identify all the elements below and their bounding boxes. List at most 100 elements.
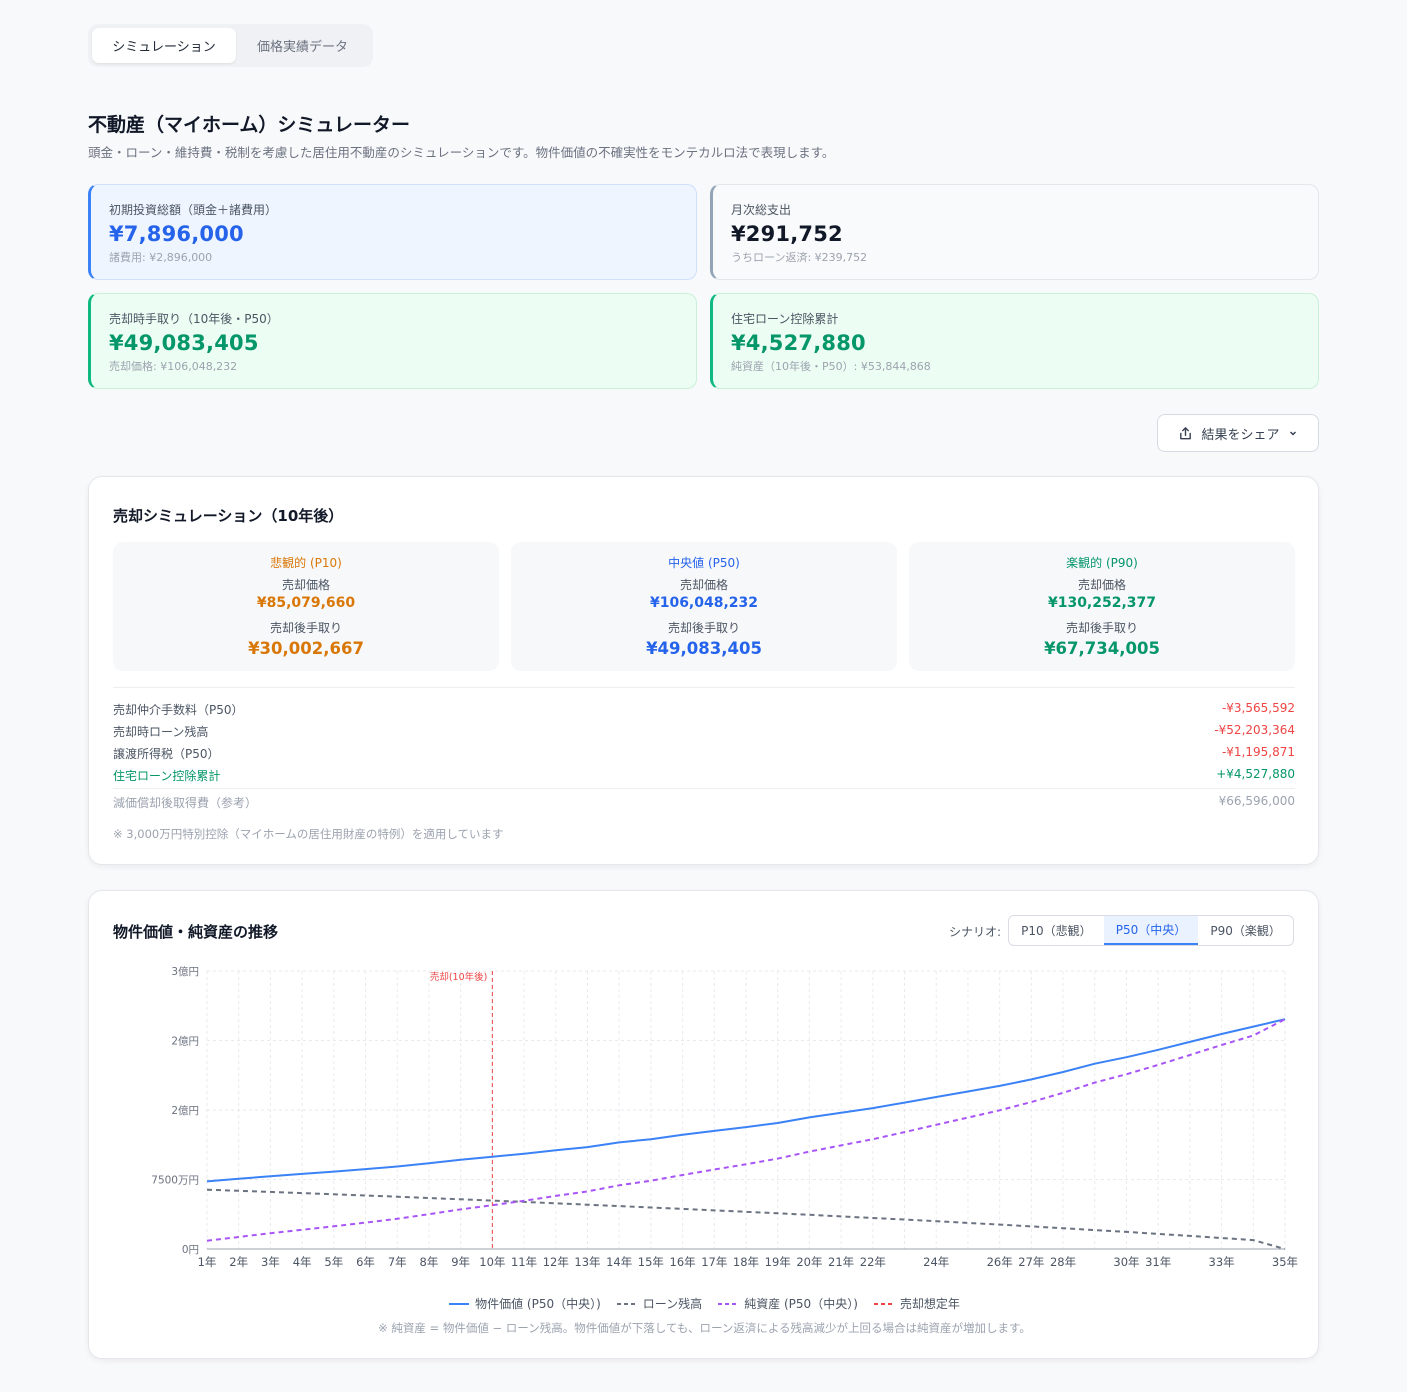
- x-tick-label: 12年: [543, 1255, 569, 1269]
- scenario-selector-label: シナリオ:: [949, 925, 1002, 939]
- main-tabs: シミュレーション 価格実績データ: [88, 24, 373, 67]
- scenario-name: 悲観的 (P10): [270, 556, 342, 570]
- card-sub: うちローン返済: ¥239,752: [731, 251, 868, 264]
- breakdown-label: 譲渡所得税（P50）: [113, 747, 220, 761]
- page-title: 不動産（マイホーム）シミュレーター: [88, 114, 411, 136]
- breakdown-label: 売却時ローン残高: [113, 725, 209, 739]
- breakdown-value: -¥52,203,364: [1214, 723, 1295, 737]
- x-tick-label: 4年: [293, 1255, 312, 1269]
- chevron-down-icon: [1289, 431, 1296, 436]
- tab-price-data[interactable]: 価格実績データ: [256, 40, 348, 55]
- x-tick-label: 19年: [765, 1255, 791, 1269]
- series-net-worth: [206, 1018, 1286, 1242]
- x-tick-label: 10年: [479, 1255, 505, 1269]
- divider: [113, 788, 1295, 789]
- scenario-net: ¥30,002,667: [248, 639, 364, 658]
- chart-legend: 物件価値 (P50（中央）) ローン残高 純資産 (P50（中央）) 売却想定年: [89, 1295, 1320, 1312]
- breakdown-label: 住宅ローン控除累計: [113, 769, 221, 783]
- x-tick-label: 21年: [828, 1255, 854, 1269]
- scenario-option-p50[interactable]: P50（中央）: [1103, 916, 1199, 945]
- legend-item-loan-balance: ローン残高: [616, 1295, 703, 1312]
- x-tick-label: 6年: [356, 1255, 375, 1269]
- x-tick-label: 22年: [860, 1255, 886, 1269]
- x-tick-label: 16年: [670, 1255, 696, 1269]
- card-label: 月次総支出: [731, 203, 792, 217]
- y-tick-label: 2億円: [171, 1104, 199, 1117]
- card-value: ¥4,527,880: [731, 331, 866, 355]
- sale-note: ※ 3,000万円特別控除（マイホームの居住用財産の特例）を適用しています: [113, 827, 504, 841]
- breakdown-value: +¥4,527,880: [1216, 767, 1295, 781]
- x-tick-label: 35年: [1272, 1255, 1298, 1269]
- legend-label: 売却想定年: [899, 1297, 960, 1311]
- x-tick-label: 30年: [1113, 1255, 1139, 1269]
- scenario-price-label: 売却価格: [281, 578, 330, 592]
- card-sub: 売却価格: ¥106,048,232: [109, 360, 238, 373]
- scenario-optimistic: 楽観的 (P90) 売却価格 ¥130,252,377 売却後手取り ¥67,7…: [909, 542, 1295, 671]
- scenario-price: ¥106,048,232: [649, 595, 759, 611]
- scenario-net-label: 売却後手取り: [269, 621, 342, 635]
- x-tick-label: 15年: [638, 1255, 664, 1269]
- x-tick-label: 26年: [987, 1255, 1013, 1269]
- legend-label: 純資産 (P50（中央）): [744, 1297, 858, 1311]
- x-tick-label: 3年: [261, 1255, 280, 1269]
- tab-simulation[interactable]: シミュレーション: [92, 28, 236, 63]
- scenario-net-label: 売却後手取り: [1065, 621, 1138, 635]
- y-tick-label: 3億円: [171, 965, 199, 978]
- card-value: ¥49,083,405: [109, 331, 259, 355]
- x-tick-label: 2年: [229, 1255, 248, 1269]
- sale-simulation-title: 売却シミュレーション（10年後）: [113, 507, 344, 525]
- legend-line-dashed-icon: [873, 1302, 894, 1305]
- breakdown-row-deduction: 住宅ローン控除累計 +¥4,527,880: [113, 767, 1295, 784]
- x-tick-label: 24年: [923, 1255, 949, 1269]
- scenario-price: ¥130,252,377: [1047, 595, 1157, 611]
- card-monthly-expense: 月次総支出 ¥291,752 うちローン返済: ¥239,752: [710, 184, 1319, 280]
- x-tick-label: 14年: [606, 1255, 632, 1269]
- legend-item-property-value: 物件価値 (P50（中央）): [449, 1295, 601, 1312]
- x-tick-label: 5年: [324, 1255, 343, 1269]
- x-tick-label: 18年: [733, 1255, 759, 1269]
- legend-line-solid-icon: [449, 1302, 470, 1305]
- scenario-option-p90[interactable]: P90（楽観）: [1210, 924, 1281, 938]
- series-property-value: [206, 1018, 1286, 1183]
- scenario-net: ¥67,734,005: [1044, 639, 1160, 658]
- x-tick-label: 8年: [420, 1255, 439, 1269]
- x-tick-label: 31年: [1145, 1255, 1171, 1269]
- scenario-price-label: 売却価格: [1077, 578, 1126, 592]
- scenario-name: 中央値 (P50): [668, 556, 740, 570]
- breakdown-row-transfer-tax: 譲渡所得税（P50） -¥1,195,871: [113, 745, 1295, 762]
- card-loan-deduction: 住宅ローン控除累計 ¥4,527,880 純資産（10年後・P50）: ¥53,…: [710, 293, 1319, 389]
- breakdown-value: -¥1,195,871: [1221, 745, 1295, 759]
- scenario-median: 中央値 (P50) 売却価格 ¥106,048,232 売却後手取り ¥49,0…: [511, 542, 897, 671]
- breakdown-label: 減価償却後取得費（参考）: [113, 796, 258, 810]
- breakdown-row-commission: 売却仲介手数料（P50） -¥3,565,592: [113, 701, 1295, 718]
- sale-year-label: 売却(10年後): [430, 971, 488, 983]
- trend-title: 物件価値・純資産の推移: [113, 923, 279, 941]
- scenario-pessimistic: 悲観的 (P10) 売却価格 ¥85,079,660 売却後手取り ¥30,00…: [113, 542, 499, 671]
- card-sub: 純資産（10年後・P50）: ¥53,844,868: [731, 360, 931, 373]
- y-tick-label: 0円: [182, 1244, 199, 1256]
- breakdown-row-loan-balance: 売却時ローン残高 -¥52,203,364: [113, 723, 1295, 740]
- scenario-selector: P10（悲観） P50（中央） P90（楽観）: [1008, 915, 1294, 946]
- share-icon: [1180, 426, 1192, 439]
- x-tick-label: 33年: [1209, 1255, 1235, 1269]
- scenario-option-p10[interactable]: P10（悲観）: [1021, 924, 1092, 938]
- card-initial-investment: 初期投資総額（頭金＋諸費用） ¥7,896,000 諸費用: ¥2,896,00…: [88, 184, 697, 280]
- y-tick-label: 2億円: [171, 1035, 199, 1048]
- scenario-net: ¥49,083,405: [646, 639, 762, 658]
- scenario-name: 楽観的 (P90): [1066, 556, 1138, 570]
- card-label: 初期投資総額（頭金＋諸費用）: [109, 203, 278, 217]
- page-subtitle: 頭金・ローン・維持費・税制を考慮した居住用不動産のシミュレーションです。物件価値…: [88, 145, 835, 160]
- card-value: ¥291,752: [731, 222, 843, 246]
- breakdown-row-reference: 減価償却後取得費（参考） ¥66,596,000: [113, 794, 1295, 811]
- sale-simulation-panel: 売却シミュレーション（10年後） 悲観的 (P10) 売却価格 ¥85,079,…: [88, 476, 1319, 865]
- card-sale-proceeds: 売却時手取り（10年後・P50） ¥49,083,405 売却価格: ¥106,…: [88, 293, 697, 389]
- x-tick-label: 27年: [1018, 1255, 1044, 1269]
- card-sub: 諸費用: ¥2,896,000: [109, 251, 213, 264]
- legend-line-dashed-icon: [616, 1302, 637, 1305]
- x-tick-label: 28年: [1050, 1255, 1076, 1269]
- share-label: 結果をシェア: [1201, 427, 1280, 443]
- breakdown-value: ¥66,596,000: [1218, 794, 1295, 808]
- legend-label: ローン残高: [642, 1297, 703, 1311]
- legend-label: 物件価値 (P50（中央）): [475, 1297, 601, 1311]
- share-button[interactable]: 結果をシェア: [1157, 414, 1319, 452]
